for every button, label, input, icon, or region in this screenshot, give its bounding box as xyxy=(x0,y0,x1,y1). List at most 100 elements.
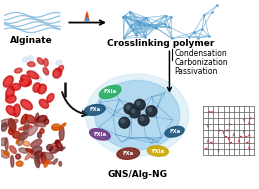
Ellipse shape xyxy=(14,85,18,88)
Ellipse shape xyxy=(0,138,6,146)
Ellipse shape xyxy=(26,149,33,153)
Ellipse shape xyxy=(55,140,60,144)
Text: GNS/Alg-NG: GNS/Alg-NG xyxy=(107,170,167,179)
Polygon shape xyxy=(85,12,89,21)
Polygon shape xyxy=(85,16,89,22)
Ellipse shape xyxy=(42,160,53,164)
Circle shape xyxy=(138,115,149,126)
Ellipse shape xyxy=(31,155,45,159)
Ellipse shape xyxy=(55,147,65,151)
Ellipse shape xyxy=(40,87,44,91)
Ellipse shape xyxy=(48,95,52,101)
Ellipse shape xyxy=(59,126,64,140)
Ellipse shape xyxy=(30,73,36,77)
Ellipse shape xyxy=(19,125,32,130)
Ellipse shape xyxy=(33,71,38,77)
Ellipse shape xyxy=(11,156,14,167)
Ellipse shape xyxy=(56,60,62,65)
Ellipse shape xyxy=(11,84,21,90)
Ellipse shape xyxy=(38,132,41,138)
Ellipse shape xyxy=(44,119,49,124)
Ellipse shape xyxy=(53,159,57,164)
Ellipse shape xyxy=(11,119,18,124)
Ellipse shape xyxy=(43,67,48,75)
Ellipse shape xyxy=(24,102,29,107)
Ellipse shape xyxy=(9,129,13,135)
Polygon shape xyxy=(84,10,90,21)
Ellipse shape xyxy=(37,84,46,94)
Ellipse shape xyxy=(35,156,40,168)
Ellipse shape xyxy=(16,154,20,159)
Ellipse shape xyxy=(31,139,42,147)
Ellipse shape xyxy=(6,106,16,115)
Ellipse shape xyxy=(8,97,14,101)
Ellipse shape xyxy=(165,126,184,137)
Circle shape xyxy=(124,103,135,114)
Ellipse shape xyxy=(19,79,30,87)
Ellipse shape xyxy=(0,119,12,127)
Ellipse shape xyxy=(6,79,10,84)
Ellipse shape xyxy=(12,131,20,138)
Ellipse shape xyxy=(52,143,57,147)
Ellipse shape xyxy=(59,123,66,129)
Circle shape xyxy=(121,119,125,123)
Text: Carbonization: Carbonization xyxy=(175,58,228,67)
Ellipse shape xyxy=(99,85,121,98)
Ellipse shape xyxy=(56,140,63,151)
Ellipse shape xyxy=(33,83,41,92)
Ellipse shape xyxy=(8,119,16,132)
Text: FXa: FXa xyxy=(89,107,100,112)
Ellipse shape xyxy=(21,114,27,124)
Text: FXIa: FXIa xyxy=(151,149,164,153)
Ellipse shape xyxy=(28,125,38,136)
Ellipse shape xyxy=(27,71,39,79)
Ellipse shape xyxy=(10,146,16,153)
Ellipse shape xyxy=(19,148,28,153)
Ellipse shape xyxy=(29,55,33,62)
Ellipse shape xyxy=(6,95,16,103)
Circle shape xyxy=(148,108,152,112)
Ellipse shape xyxy=(11,124,15,131)
Ellipse shape xyxy=(52,127,60,130)
Circle shape xyxy=(136,101,140,105)
Ellipse shape xyxy=(3,76,13,87)
Ellipse shape xyxy=(56,70,62,75)
Ellipse shape xyxy=(147,146,168,156)
Circle shape xyxy=(126,105,130,109)
Ellipse shape xyxy=(21,100,32,110)
Ellipse shape xyxy=(24,121,29,134)
Ellipse shape xyxy=(35,85,38,90)
Ellipse shape xyxy=(84,105,105,115)
Ellipse shape xyxy=(44,160,48,167)
Ellipse shape xyxy=(5,138,8,150)
Ellipse shape xyxy=(59,161,62,166)
Ellipse shape xyxy=(35,76,42,81)
Ellipse shape xyxy=(40,129,44,134)
Ellipse shape xyxy=(1,123,7,131)
Ellipse shape xyxy=(57,65,63,72)
Ellipse shape xyxy=(90,129,110,140)
Ellipse shape xyxy=(35,113,39,123)
Ellipse shape xyxy=(50,146,59,153)
Text: Crosslinking polymer: Crosslinking polymer xyxy=(107,39,214,48)
Ellipse shape xyxy=(17,133,24,146)
Ellipse shape xyxy=(9,108,13,113)
Ellipse shape xyxy=(23,141,30,146)
Ellipse shape xyxy=(86,74,189,156)
Ellipse shape xyxy=(37,58,43,64)
Ellipse shape xyxy=(4,151,9,155)
Circle shape xyxy=(129,107,140,118)
Ellipse shape xyxy=(13,104,20,117)
Ellipse shape xyxy=(33,122,46,127)
Circle shape xyxy=(140,117,144,120)
Ellipse shape xyxy=(52,124,60,130)
Circle shape xyxy=(134,99,145,110)
Ellipse shape xyxy=(42,102,46,106)
Ellipse shape xyxy=(37,158,42,164)
Ellipse shape xyxy=(25,152,33,160)
Ellipse shape xyxy=(16,135,21,144)
Circle shape xyxy=(119,117,130,128)
Circle shape xyxy=(146,106,157,117)
Ellipse shape xyxy=(21,75,31,85)
Ellipse shape xyxy=(47,145,53,151)
